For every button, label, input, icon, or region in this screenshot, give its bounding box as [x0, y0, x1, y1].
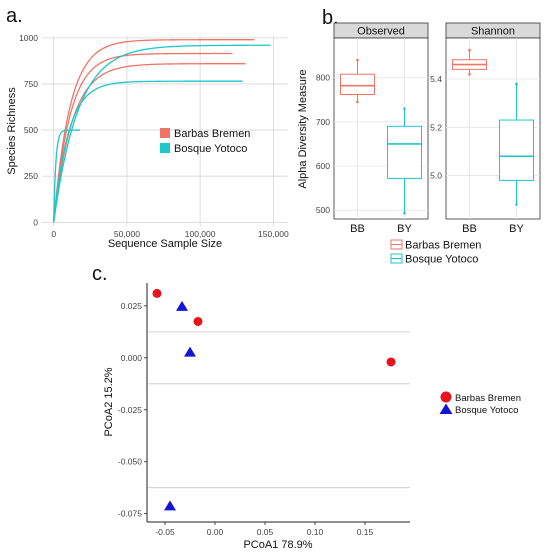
chart-a-curve-by-3 [53, 129, 81, 223]
chart-c-y-tick-label: -0.050 [118, 457, 142, 467]
chart-c-x-ticks: -0.05 0.00 0.05 0.10 0.15 [155, 522, 374, 537]
facet-shannon-title: Shannon [471, 26, 515, 38]
chart-c-x-tick-label: -0.05 [155, 527, 175, 537]
chart-a-x-tick-label: 150,000 [258, 229, 289, 239]
chart-a-x-axis-title: Sequence Sample Size [108, 238, 222, 250]
chart-c-y-tick-label: -0.025 [118, 405, 142, 415]
chart-b-legend-label-by: Bosque Yotoco [405, 254, 478, 266]
chart-a-y-tick-label: 500 [24, 125, 38, 135]
chart-a-curve-by-2 [53, 80, 243, 223]
chart-c-y-axis-title: PCoA2 15.2% [103, 367, 115, 436]
chart-a-x-ticks: 0 50,000 100,000 150,000 [51, 229, 289, 239]
facet-shannon: Shannon 5.0 5.2 5.4 BB BY [430, 22, 541, 235]
chart-c-point-by [176, 300, 188, 311]
facet-shannon-by-min-point [515, 203, 518, 206]
facet-observed-x-tick-label: BY [397, 223, 412, 235]
chart-c-point-bb [193, 316, 203, 326]
chart-c-legend-label-by: Bosque Yotoco [455, 405, 518, 416]
facet-observed-bb-max-point [356, 58, 359, 62]
chart-a-curves [53, 39, 271, 223]
chart-c-point-by [184, 346, 196, 357]
facet-observed: Observed 500 600 700 800 BB BY [316, 22, 429, 235]
chart-a-x-tick-label: 0 [51, 229, 56, 239]
chart-a-y-axis-title: Species Richness [6, 87, 18, 175]
chart-c-point-bb [152, 288, 162, 298]
chart-a-curve-by-1 [53, 44, 271, 223]
facet-observed-bb-box [340, 73, 375, 96]
chart-c-x-tick-label: 0.05 [257, 527, 274, 537]
facet-shannon-by-max-point [515, 82, 518, 86]
chart-a-y-tick-label: 0 [33, 217, 38, 227]
chart-c-legend-marker-bb [440, 391, 452, 403]
panel-label-c: c. [92, 263, 108, 285]
chart-c-legend: Barbas Bremen Bosque Yotoco [439, 391, 521, 416]
chart-a-curve-bb-2 [53, 52, 233, 223]
chart-a-y-tick-label: 750 [24, 79, 38, 89]
facet-shannon-bb-min-point [468, 72, 471, 76]
facet-shannon-bb-max-point [468, 48, 471, 52]
facet-observed-x-tick-label: BB [350, 223, 365, 235]
chart-a-y-tick-label: 250 [24, 171, 38, 181]
facet-observed-y-tick-label: 500 [316, 205, 330, 215]
chart-a-curve-bb-3 [53, 63, 246, 223]
chart-a-legend-label-bb: Barbas Bremen [174, 128, 250, 140]
facet-shannon-y-tick-label: 5.2 [430, 122, 442, 132]
chart-a-legend-swatch-bb [160, 128, 170, 138]
chart-c-point-bb [386, 357, 396, 367]
chart-c-point-by [164, 500, 176, 511]
facet-observed-by-max-point [403, 107, 406, 110]
chart-c-y-tick-label: 0.025 [121, 301, 143, 311]
chart-c-grid [147, 331, 410, 489]
chart-c-y-tick-label: -0.075 [118, 509, 142, 519]
chart-c-points [152, 288, 396, 511]
facet-observed-by-box [387, 125, 422, 179]
chart-c-legend-label-bb: Barbas Bremen [455, 393, 521, 404]
chart-a-legend: Barbas Bremen Bosque Yotoco [160, 128, 250, 155]
facet-shannon-x-tick-label: BB [462, 223, 477, 235]
facet-shannon-y-tick-label: 5.0 [430, 171, 442, 181]
chart-b-legend: Barbas Bremen Bosque Yotoco [390, 239, 481, 266]
facet-observed-by-min-point [403, 211, 406, 215]
chart-a-y-tick-label: 1000 [19, 33, 38, 43]
chart-c-y-tick-label: 0.000 [121, 353, 143, 363]
chart-c-y-ticks: 0.025 0.000 -0.025 -0.050 -0.075 [118, 301, 147, 519]
facet-shannon-marks: 5.0 5.2 5.4 BB BY [430, 38, 540, 235]
chart-a-curve-bb-1 [53, 39, 255, 223]
chart-a-y-ticks: 0 250 500 750 1000 [19, 33, 38, 227]
chart-b: Alpha Diversity Measure Observed 500 600 7… [297, 22, 541, 266]
chart-c-x-axis-title: PCoA1 78.9% [243, 539, 312, 551]
chart-c-x-tick-label: 0.15 [357, 527, 374, 537]
chart-a-x-tick-label: 50,000 [114, 229, 140, 239]
chart-b-legend-label-bb: Barbas Bremen [405, 240, 481, 252]
facet-observed-bb-min-point [356, 100, 359, 104]
chart-a: 0 50,000 100,000 150,000 0 250 500 750 1000 Seq… [6, 33, 289, 250]
chart-b-y-axis-title: Alpha Diversity Measure [297, 69, 309, 188]
chart-a-legend-swatch-by [160, 143, 170, 153]
chart-c: -0.05 0.00 0.05 0.10 0.15 0.025 0.000 -0.025 -0… [103, 283, 521, 551]
facet-shannon-y-tick-label: 5.4 [430, 74, 442, 84]
facet-observed-title: Observed [357, 26, 405, 38]
chart-c-x-tick-label: 0.10 [307, 527, 324, 537]
chart-a-legend-label-by: Bosque Yotoco [174, 143, 247, 155]
chart-c-legend-marker-by [439, 403, 453, 414]
chart-a-grid [42, 36, 288, 226]
chart-c-x-tick-label: 0.00 [207, 527, 224, 537]
facet-observed-y-tick-label: 600 [316, 161, 330, 171]
facet-observed-marks: 500 600 700 800 BB BY [316, 38, 428, 235]
facet-shannon-by-box [499, 119, 534, 181]
chart-a-x-tick-label: 100,000 [185, 229, 216, 239]
facet-observed-y-tick-label: 800 [316, 73, 330, 83]
facet-shannon-x-tick-label: BY [509, 223, 524, 235]
panel-label-a: a. [6, 5, 23, 27]
facet-observed-y-tick-label: 700 [316, 117, 330, 127]
